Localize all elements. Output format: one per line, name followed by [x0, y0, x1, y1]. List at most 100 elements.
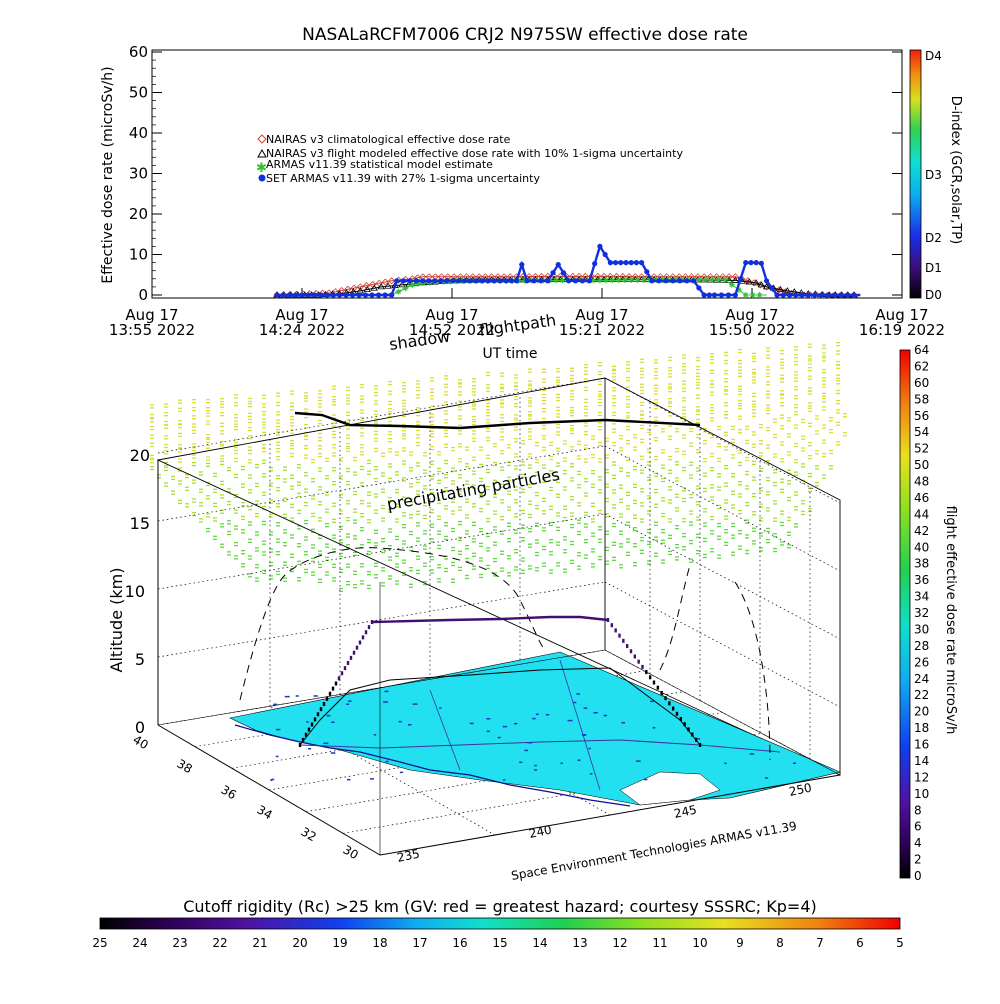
data-point [286, 292, 293, 298]
data-point [369, 292, 375, 298]
data-point [745, 278, 753, 285]
x-tick-date: Aug 17 [125, 306, 178, 324]
terrain-mark [383, 701, 388, 703]
flight-sample [316, 712, 320, 717]
cutoff-rigidity-tick: 25 [92, 936, 107, 950]
data-point [394, 278, 400, 284]
terrain-mark [697, 738, 701, 740]
data-point [318, 292, 324, 298]
dose-rate-tick: 52 [914, 442, 929, 456]
altitude-ticks: 0 5 10 15 20 [125, 446, 150, 737]
terrain-mark [398, 720, 402, 723]
dose-rate-tick: 24 [914, 672, 929, 686]
cutoff-rigidity-tick: 14 [532, 936, 547, 950]
flight-sample [304, 732, 308, 737]
terrain-mark [589, 773, 593, 775]
floor-grid-line [305, 732, 762, 813]
flight-sample [618, 633, 621, 638]
legend-label: SET ARMAS v11.39 with 27% 1-sigma uncert… [266, 172, 540, 185]
dose-rate-tick: 36 [914, 573, 929, 587]
data-point [531, 278, 537, 284]
data-point [753, 260, 759, 266]
cutoff-rigidity-tick: 23 [172, 936, 187, 950]
chart-title: NASALaRCFM7006 CRJ2 N975SW effective dos… [302, 25, 748, 45]
y-axis-label: Effective dose rate (microSv/h) [100, 66, 116, 283]
data-point [725, 273, 733, 281]
data-point [473, 278, 480, 284]
data-point [731, 273, 739, 281]
dose-rate-tick: 32 [914, 606, 929, 620]
base-right-edge [604, 649, 841, 776]
x-tick-time: 15:50 2022 [709, 321, 795, 339]
terrain-mark [370, 778, 374, 780]
d-index-colorbar: D4 D3 D2 D1 D0 D-index (GCR,solar,TP) [909, 49, 963, 302]
altitude-tick: 0 [135, 718, 145, 737]
terrain-mark [560, 762, 563, 765]
x-tick-time: 14:52 2022 [409, 321, 495, 339]
x-axis-label: UT time [483, 346, 538, 362]
data-point [609, 277, 616, 284]
dose-rate-colorbar-label: flight effective dose rate microSv/h [943, 506, 958, 735]
data-point [293, 292, 299, 298]
d-index-label: D-index (GCR,solar,TP) [948, 96, 963, 244]
dose-rate-tick: 12 [914, 770, 929, 784]
cutoff-rigidity-gradient [99, 917, 901, 930]
data-point [696, 276, 703, 283]
flight-sample [698, 743, 702, 747]
dose-rate-tick: 46 [914, 491, 929, 505]
terrain-mark [519, 761, 523, 764]
dose-rate-tick: 56 [914, 409, 929, 423]
altitude-grid-line [604, 445, 841, 572]
triangle-marker-icon [257, 148, 267, 158]
data-point [550, 270, 556, 276]
flight-sample [364, 630, 368, 635]
data-point [752, 279, 760, 286]
cutoff-rigidity-tick: 8 [776, 936, 784, 950]
data-point [735, 286, 742, 293]
data-point [786, 292, 793, 298]
flight-sample [352, 650, 356, 655]
x-tick-date: Aug 17 [575, 306, 628, 324]
terrain-mark [583, 707, 588, 709]
data-point [851, 292, 857, 298]
data-point [783, 287, 792, 294]
data-point [586, 278, 593, 284]
dose-rate-colorbar-ticks: 0246810121416182022242628303234363840424… [914, 343, 929, 883]
flight-sample [298, 743, 302, 747]
data-point [508, 278, 514, 284]
data-point [615, 277, 622, 284]
terrain-mark [295, 695, 299, 697]
cutoff-rigidity-tick: 5 [896, 936, 904, 950]
dose-rate-tick: 64 [914, 343, 929, 357]
data-point [413, 278, 419, 284]
data-point [596, 277, 603, 284]
legend-item-nairas-flight: NAIRAS v3 flight modeled effective dose … [257, 147, 683, 160]
data-point [343, 292, 349, 298]
y-tick-label: 50 [129, 84, 148, 102]
data-point [461, 278, 468, 284]
data-point [812, 292, 818, 298]
flight-sample [652, 680, 656, 685]
cutoff-rigidity-tick: 15 [492, 936, 507, 950]
cutoff-rigidity-tick: 12 [612, 936, 627, 950]
flightpath-annotation: flightpath [478, 310, 557, 340]
flight-sample [328, 691, 332, 696]
data-point [559, 277, 566, 284]
data-point [545, 278, 551, 284]
data-point [780, 292, 786, 298]
altitude-tick: 10 [125, 582, 145, 601]
data-point [377, 283, 385, 290]
dose-rate-tick: 44 [914, 507, 929, 521]
flight-sample [664, 696, 667, 701]
data-point [737, 276, 744, 282]
data-point [280, 292, 286, 298]
data-point [831, 292, 837, 298]
data-point [612, 260, 619, 266]
legend-item-armas-statistical: ✱ ARMAS v11.39 statistical model estimat… [256, 158, 493, 176]
cutoff-rigidity-tick: 10 [692, 936, 707, 950]
data-point [579, 278, 586, 284]
flight-sample [687, 727, 690, 732]
data-point [742, 292, 749, 298]
dose-rate-tick: 58 [914, 392, 929, 406]
dose-rate-tick: 16 [914, 738, 929, 752]
